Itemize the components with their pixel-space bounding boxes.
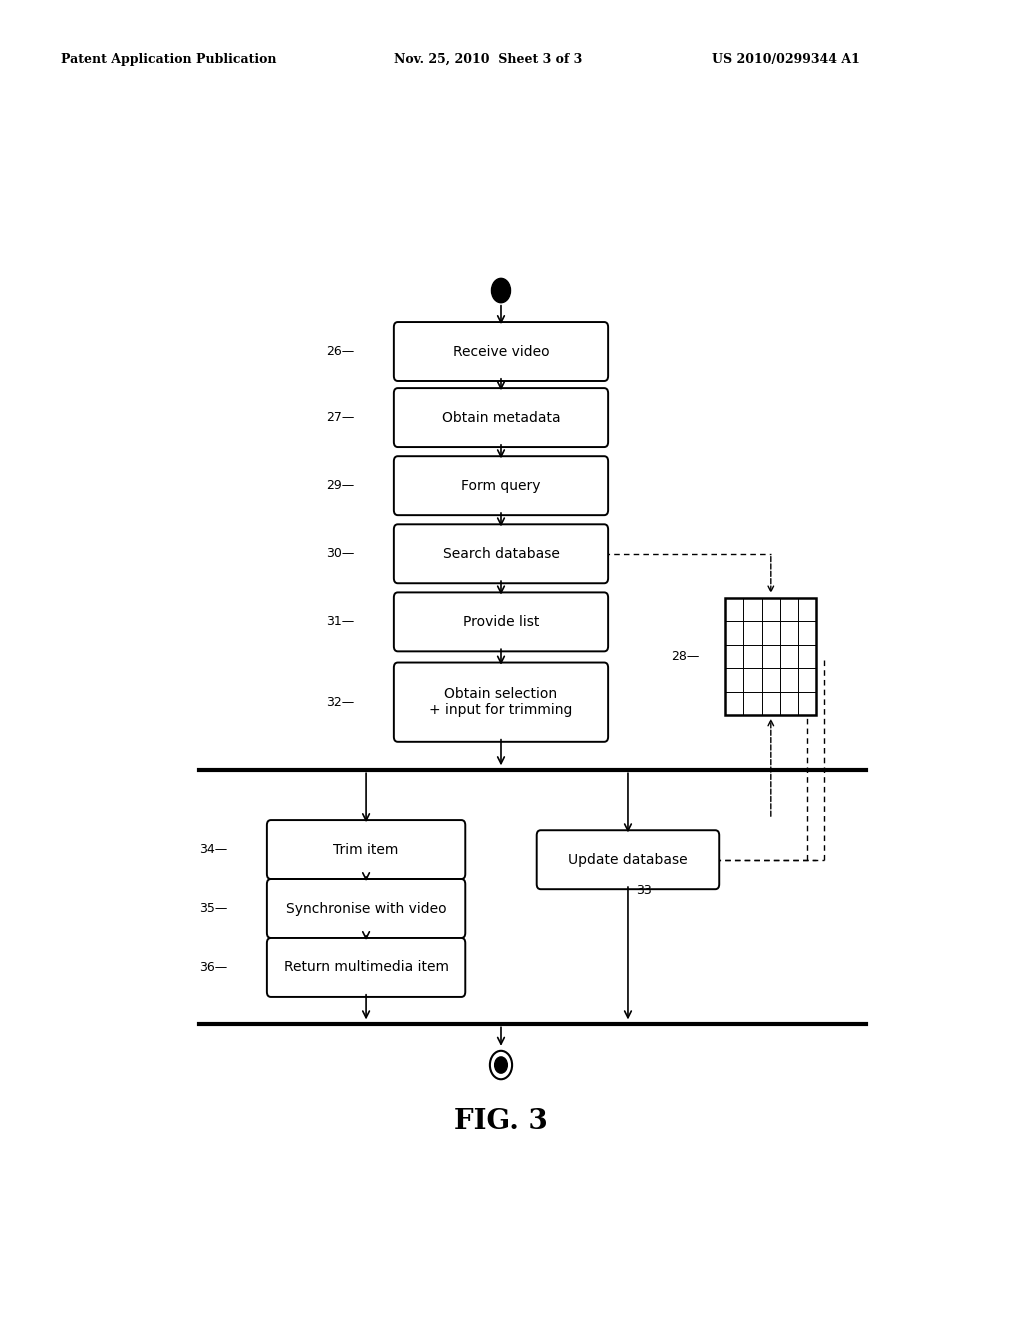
Text: Obtain selection
+ input for trimming: Obtain selection + input for trimming <box>429 688 572 717</box>
FancyBboxPatch shape <box>394 322 608 381</box>
Text: Synchronise with video: Synchronise with video <box>286 902 446 916</box>
Text: Return multimedia item: Return multimedia item <box>284 961 449 974</box>
FancyBboxPatch shape <box>267 939 465 997</box>
Text: 35—: 35— <box>199 902 227 915</box>
Text: 28—: 28— <box>671 649 699 663</box>
Text: FIG. 3: FIG. 3 <box>454 1109 548 1135</box>
Text: 36—: 36— <box>199 961 227 974</box>
Circle shape <box>492 279 511 302</box>
Circle shape <box>495 1057 507 1073</box>
Text: 32—: 32— <box>326 696 354 709</box>
FancyBboxPatch shape <box>394 663 608 742</box>
Text: Trim item: Trim item <box>334 842 398 857</box>
FancyBboxPatch shape <box>267 879 465 939</box>
Text: 33: 33 <box>636 883 651 896</box>
Text: Provide list: Provide list <box>463 615 540 628</box>
FancyBboxPatch shape <box>394 593 608 651</box>
Text: Patent Application Publication: Patent Application Publication <box>61 53 276 66</box>
Text: Obtain metadata: Obtain metadata <box>441 411 560 425</box>
Text: US 2010/0299344 A1: US 2010/0299344 A1 <box>712 53 859 66</box>
FancyBboxPatch shape <box>267 820 465 879</box>
FancyBboxPatch shape <box>394 457 608 515</box>
Text: 27—: 27— <box>326 411 354 424</box>
Text: Form query: Form query <box>461 479 541 492</box>
Text: Update database: Update database <box>568 853 688 867</box>
FancyBboxPatch shape <box>537 830 719 890</box>
Text: 31—: 31— <box>326 615 354 628</box>
Text: Nov. 25, 2010  Sheet 3 of 3: Nov. 25, 2010 Sheet 3 of 3 <box>394 53 583 66</box>
FancyBboxPatch shape <box>394 524 608 583</box>
Text: 26—: 26— <box>326 345 354 358</box>
Text: 29—: 29— <box>326 479 354 492</box>
Text: 34—: 34— <box>199 843 227 857</box>
FancyBboxPatch shape <box>394 388 608 447</box>
Circle shape <box>489 1051 512 1080</box>
Text: Receive video: Receive video <box>453 345 549 359</box>
Text: 30—: 30— <box>326 548 354 560</box>
FancyBboxPatch shape <box>725 598 816 715</box>
Text: Search database: Search database <box>442 546 559 561</box>
